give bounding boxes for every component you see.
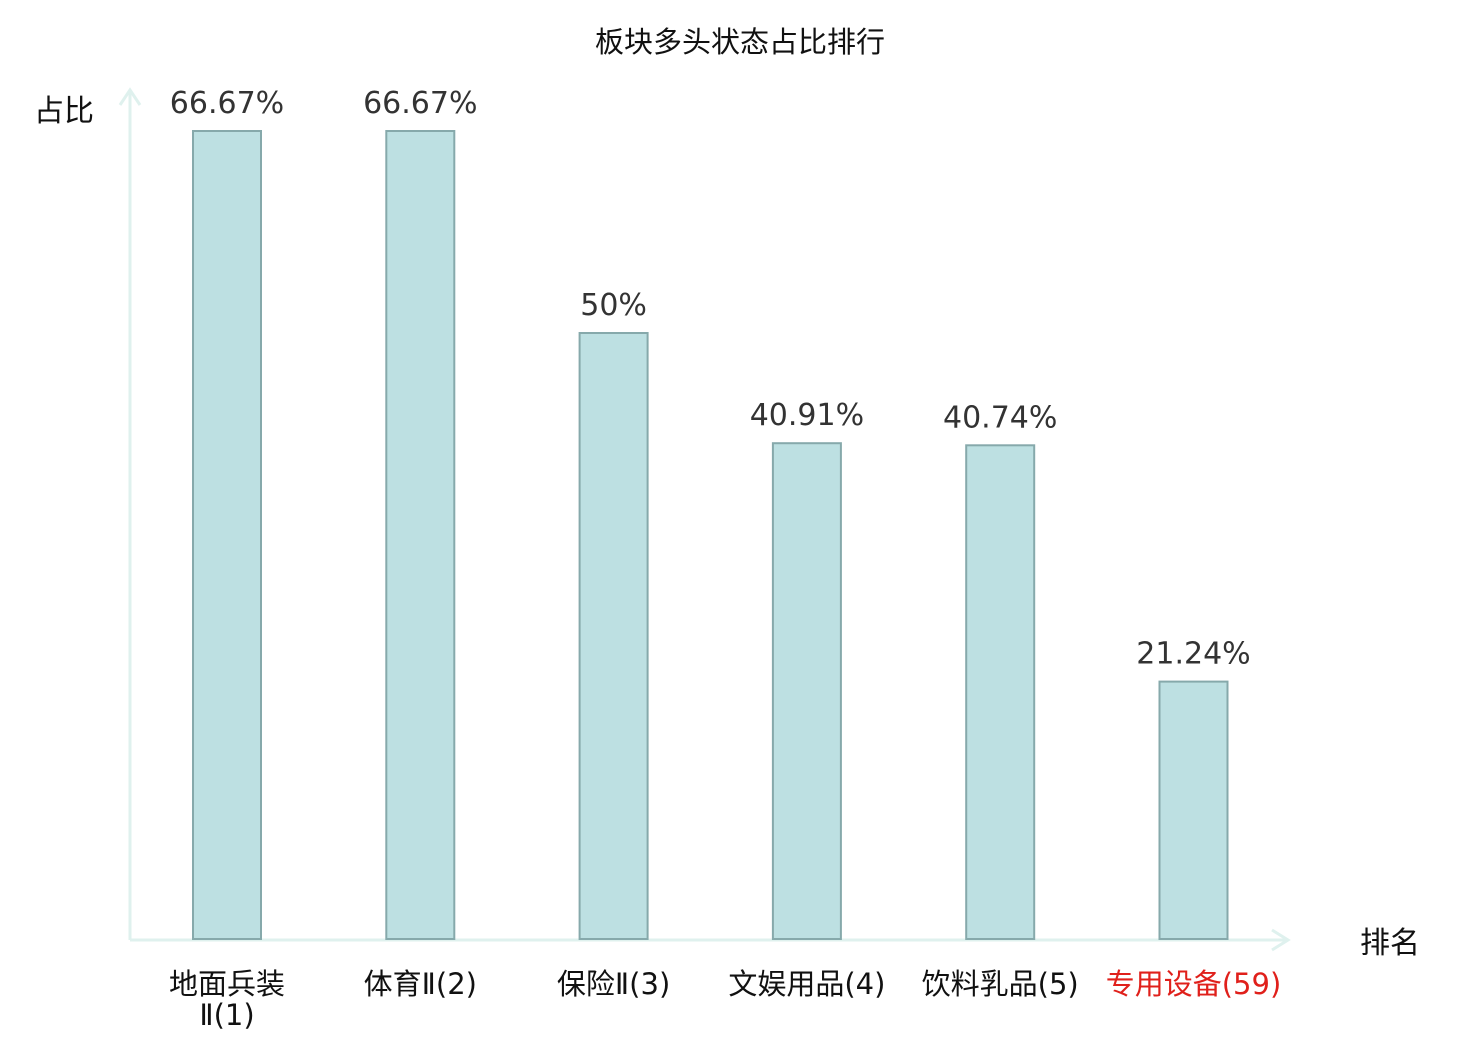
bar-value-label: 66.67%: [170, 86, 284, 121]
x-tick-label: 体育Ⅱ(2): [364, 967, 477, 1001]
x-tick-labels: 地面兵装 Ⅱ(1) 体育Ⅱ(2) 保险Ⅱ(3) 文娱用品(4) 饮料乳品(5) 专用设备(5…: [169, 967, 1281, 1032]
bar-value-label: 40.91%: [750, 398, 864, 433]
axes: [118, 87, 1291, 952]
bar: [385, 130, 456, 940]
x-tick-label: 文娱用品(4): [728, 967, 885, 1001]
y-axis-label: 占比: [34, 94, 94, 129]
y-axis-arrow: [118, 87, 142, 106]
bar-value-label: 66.67%: [363, 86, 477, 121]
bar-value-label: 40.74%: [943, 400, 1057, 435]
bar: [578, 332, 649, 940]
x-tick-label: 饮料乳品(5): [922, 967, 1079, 1001]
bar: [192, 130, 262, 940]
bar: [1158, 680, 1229, 940]
x-axis-label: 排名: [1360, 926, 1420, 961]
bar: [771, 442, 842, 940]
bars: [192, 130, 1229, 940]
bar: [965, 444, 1036, 940]
bar-value-label: 21.24%: [1136, 637, 1250, 672]
x-axis-arrow: [1271, 928, 1291, 952]
x-tick-label: 专用设备(59): [1106, 967, 1282, 1001]
x-tick-label: 保险Ⅱ(3): [557, 967, 670, 1001]
value-labels: 66.67% 66.67% 50% 40.91% 40.74% 21.24%: [170, 86, 1251, 672]
bar-value-label: 50%: [580, 288, 647, 323]
x-tick-label: 地面兵装 Ⅱ(1): [169, 967, 285, 1032]
chart-title: 板块多头状态占比排行: [595, 25, 885, 59]
